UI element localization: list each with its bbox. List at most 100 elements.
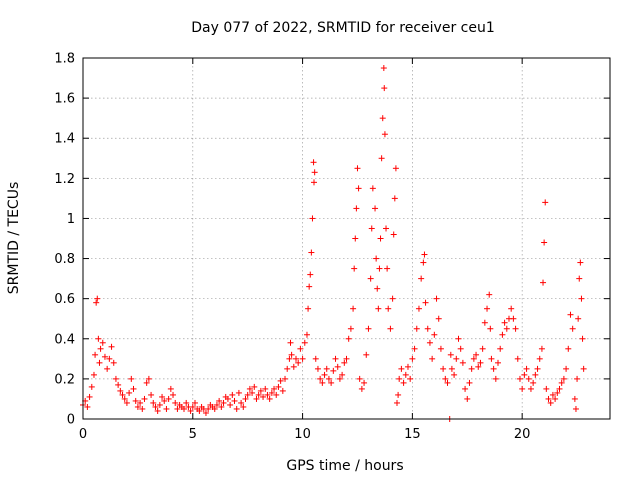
- data-point: [381, 131, 388, 138]
- data-point: [271, 385, 278, 392]
- data-point: [373, 255, 380, 262]
- data-point: [402, 371, 409, 378]
- data-point: [311, 179, 318, 186]
- data-point: [487, 325, 494, 332]
- data-point: [253, 395, 260, 402]
- y-tick-label: 0: [67, 413, 75, 428]
- data-point: [558, 379, 565, 386]
- data-point: [183, 399, 190, 406]
- data-point: [384, 265, 391, 272]
- data-point: [150, 399, 157, 406]
- data-point: [473, 351, 480, 358]
- data-point: [481, 319, 488, 326]
- data-point: [255, 391, 262, 398]
- data-point: [426, 339, 433, 346]
- data-point: [167, 385, 174, 392]
- data-point: [92, 351, 99, 358]
- x-tick-label: 0: [79, 427, 87, 442]
- data-point: [398, 365, 405, 372]
- data-point: [110, 359, 117, 366]
- data-point: [536, 355, 543, 362]
- data-point: [251, 383, 258, 390]
- data-point: [93, 299, 100, 306]
- y-tick-label: 1: [67, 212, 75, 227]
- data-point: [227, 401, 234, 408]
- y-tick-label: 1.2: [54, 172, 75, 187]
- data-point: [172, 399, 179, 406]
- data-point: [466, 379, 473, 386]
- data-point: [444, 379, 451, 386]
- data-point: [554, 389, 561, 396]
- data-point: [447, 351, 454, 358]
- data-point: [361, 379, 368, 386]
- data-point: [334, 363, 341, 370]
- data-point: [530, 379, 537, 386]
- data-point: [242, 395, 249, 402]
- data-point: [385, 305, 392, 312]
- data-point: [268, 389, 275, 396]
- data-point: [468, 365, 475, 372]
- data-point: [358, 385, 365, 392]
- data-point: [307, 271, 314, 278]
- data-point: [282, 375, 289, 382]
- data-point: [128, 375, 135, 382]
- data-point: [290, 363, 297, 370]
- data-point: [579, 335, 586, 342]
- data-point: [323, 365, 330, 372]
- data-point: [368, 225, 375, 232]
- data-point: [341, 359, 348, 366]
- data-point: [233, 405, 240, 412]
- data-point: [495, 359, 502, 366]
- data-point: [325, 375, 332, 382]
- data-point: [395, 391, 402, 398]
- y-tick-label: 1.4: [54, 132, 75, 147]
- data-point: [95, 335, 102, 342]
- data-point: [451, 371, 458, 378]
- data-point: [574, 375, 581, 382]
- data-point: [132, 397, 139, 404]
- data-point: [400, 379, 407, 386]
- y-tick-label: 0.2: [54, 372, 75, 387]
- data-point: [514, 355, 521, 362]
- data-point: [218, 403, 225, 410]
- data-point: [565, 345, 572, 352]
- data-point: [117, 387, 124, 394]
- data-point: [572, 405, 579, 412]
- data-point: [552, 395, 559, 402]
- data-point: [470, 355, 477, 362]
- data-point: [205, 405, 212, 412]
- data-point: [378, 155, 385, 162]
- data-point: [354, 165, 361, 172]
- data-point: [297, 345, 304, 352]
- data-point: [394, 399, 401, 406]
- data-point: [260, 393, 267, 400]
- data-point: [381, 85, 388, 92]
- data-point: [437, 345, 444, 352]
- data-point: [580, 365, 587, 372]
- data-point: [542, 199, 549, 206]
- data-point: [391, 195, 398, 202]
- data-point: [545, 395, 552, 402]
- data-point: [295, 359, 302, 366]
- data-point: [145, 375, 152, 382]
- data-point: [424, 325, 431, 332]
- data-point: [220, 399, 227, 406]
- data-point: [126, 389, 133, 396]
- data-point: [525, 375, 532, 382]
- plot-frame: [82, 57, 611, 420]
- data-point: [363, 351, 370, 358]
- data-point: [523, 365, 530, 372]
- data-point: [459, 359, 466, 366]
- data-point: [174, 405, 181, 412]
- data-point: [292, 355, 299, 362]
- data-point: [305, 305, 312, 312]
- data-point: [409, 355, 416, 362]
- data-point: [249, 389, 256, 396]
- data-point: [211, 405, 218, 412]
- y-axis-label: SRMTID / TECUs: [6, 182, 22, 295]
- data-point: [202, 409, 209, 416]
- data-point: [372, 205, 379, 212]
- x-tick-label: 20: [514, 427, 531, 442]
- data-point: [390, 231, 397, 238]
- data-point: [352, 235, 359, 242]
